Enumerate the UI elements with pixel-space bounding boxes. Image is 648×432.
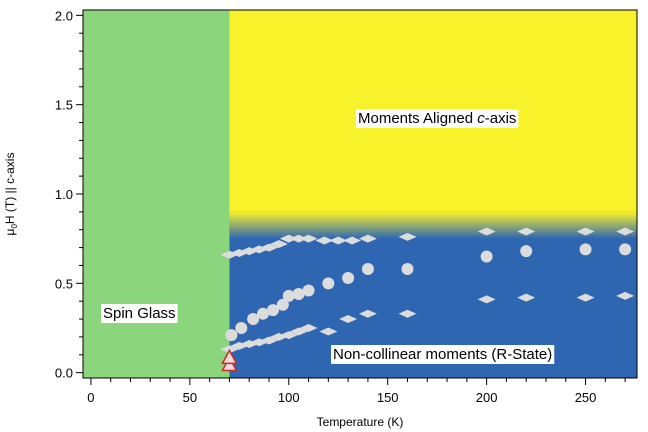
data-point-diamond-0-13 bbox=[398, 232, 417, 241]
y-tick-label-1: 0.5 bbox=[55, 276, 73, 291]
aligned-label-bg bbox=[356, 109, 519, 128]
data-point-diamond-0-11 bbox=[343, 236, 362, 245]
y-tick-label-4: 2.0 bbox=[55, 8, 73, 23]
data-point-circle-1-8 bbox=[302, 284, 315, 297]
x-axis-title: Temperature (K) bbox=[317, 415, 404, 429]
y-axis-title: μ0H (T) || c-axis bbox=[3, 153, 19, 236]
x-tick-label-4: 200 bbox=[476, 390, 498, 405]
data-point-circle-1-7 bbox=[292, 288, 305, 301]
data-point-diamond-0-8 bbox=[299, 234, 318, 243]
data-point-diamond-2-11 bbox=[358, 309, 377, 318]
data-point-circle-1-12 bbox=[401, 263, 414, 276]
data-point-diamond-0-9 bbox=[315, 236, 334, 245]
data-point-circle-1-3 bbox=[257, 307, 270, 320]
data-point-diamond-2-12 bbox=[398, 309, 417, 318]
data-point-diamond-2-16 bbox=[616, 291, 635, 300]
y-tick-label-0: 0.0 bbox=[55, 366, 73, 381]
data-point-circle-1-16 bbox=[619, 243, 632, 256]
spin-glass-label-bg bbox=[101, 304, 178, 323]
axes: 0 50 100 150 200 250 0.0 0.5 1.0 1.5 2.0 bbox=[55, 8, 626, 405]
data-point-circle-1-14 bbox=[520, 245, 533, 258]
phase-regions bbox=[83, 10, 637, 378]
data-point-circle-1-10 bbox=[342, 271, 355, 284]
aligned-label-tail: -axis bbox=[485, 110, 517, 127]
data-point-diamond-0-17 bbox=[616, 227, 635, 236]
data-point-triangle-3-1 bbox=[221, 348, 238, 365]
data-point-diamond-0-2 bbox=[240, 247, 259, 256]
data-point-diamond-0-5 bbox=[269, 240, 288, 249]
aligned-label-italic: c bbox=[477, 110, 485, 127]
data-point-diamond-2-10 bbox=[339, 315, 358, 324]
data-point-diamond-0-10 bbox=[329, 236, 348, 245]
data-markers bbox=[220, 227, 635, 372]
y-axis-title-prefix: μ bbox=[3, 228, 17, 235]
r-state-label-bg bbox=[331, 345, 555, 364]
r-state-label: Non-collinear moments (R-State) bbox=[333, 346, 552, 363]
data-point-diamond-0-14 bbox=[477, 227, 496, 236]
data-point-diamond-2-2 bbox=[240, 340, 259, 349]
y-tick-label-2: 1.0 bbox=[55, 187, 73, 202]
data-point-circle-1-11 bbox=[361, 263, 374, 276]
x-tick-label-3: 150 bbox=[377, 390, 399, 405]
data-point-circle-1-6 bbox=[282, 289, 295, 302]
x-tick-label-5: 250 bbox=[575, 390, 597, 405]
data-point-circle-1-2 bbox=[247, 313, 260, 326]
data-point-diamond-2-14 bbox=[517, 293, 536, 302]
spin-glass-label: Spin Glass bbox=[103, 305, 176, 322]
data-point-diamond-0-15 bbox=[517, 227, 536, 236]
data-point-circle-1-13 bbox=[480, 250, 493, 263]
data-point-circle-1-0 bbox=[225, 329, 238, 342]
data-point-diamond-0-7 bbox=[289, 234, 308, 243]
aligned-label-text: Moments Aligned bbox=[358, 110, 477, 127]
y-axis-title-suffix: H (T) || c-axis bbox=[3, 153, 17, 225]
data-point-diamond-0-16 bbox=[576, 227, 595, 236]
y-axis-title-sub: 0 bbox=[10, 224, 19, 229]
data-point-diamond-0-12 bbox=[358, 234, 377, 243]
data-point-circle-1-4 bbox=[266, 304, 279, 317]
data-point-circle-1-1 bbox=[235, 321, 248, 334]
aligned-label: Moments Aligned c-axis bbox=[358, 110, 516, 127]
data-point-diamond-2-9 bbox=[319, 327, 338, 336]
x-tick-label-1: 50 bbox=[183, 390, 197, 405]
data-point-circle-1-15 bbox=[579, 243, 592, 256]
region-labels: Spin Glass Moments Aligned c-axis Non-co… bbox=[101, 109, 555, 364]
data-point-diamond-2-8 bbox=[299, 323, 318, 332]
y-tick-label-3: 1.5 bbox=[55, 98, 73, 113]
data-point-circle-1-5 bbox=[276, 298, 289, 311]
data-point-diamond-2-13 bbox=[477, 295, 496, 304]
data-point-diamond-0-6 bbox=[279, 234, 298, 243]
data-point-circle-1-9 bbox=[322, 277, 335, 290]
transition-gradient bbox=[229, 211, 637, 239]
x-tick-label-0: 0 bbox=[87, 390, 94, 405]
x-tick-label-2: 100 bbox=[278, 390, 300, 405]
data-point-diamond-2-15 bbox=[576, 293, 595, 302]
